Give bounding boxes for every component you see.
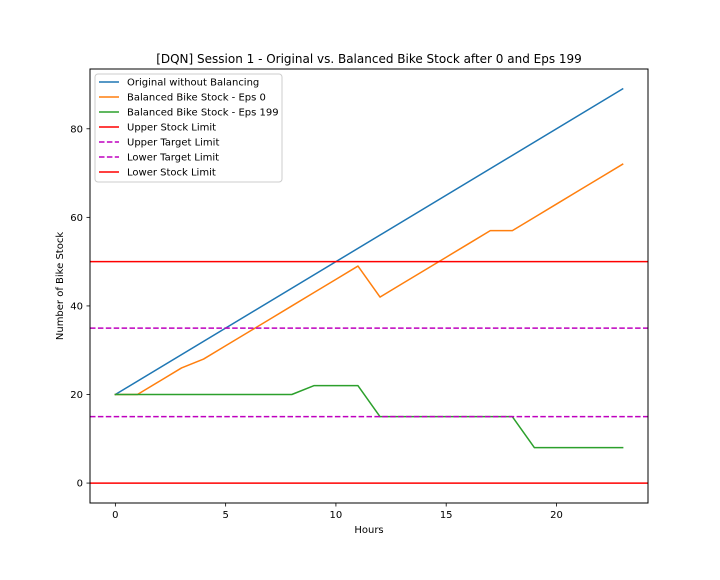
y-tick-label: 60 [70, 213, 83, 224]
y-tick-label: 0 [77, 479, 83, 490]
legend-label-upper-stock-limit: Upper Stock Limit [127, 123, 216, 134]
x-tick-label: 10 [330, 510, 343, 521]
x-axis-label: Hours [354, 525, 383, 536]
y-tick-label: 80 [70, 124, 83, 135]
legend-label-lower-stock-limit: Lower Stock Limit [127, 168, 216, 179]
series-line-balanced-bike-stock-eps-199 [114, 384, 624, 449]
y-tick-label: 20 [70, 390, 83, 401]
x-tick-label: 0 [112, 510, 118, 521]
ticks-layer: 0 5 10 15 20 0 20 40 60 80 [70, 124, 563, 521]
legend-frame [94, 73, 283, 183]
legend-label-upper-target-limit: Upper Target Limit [127, 138, 219, 149]
lines-layer [90, 87, 648, 484]
legend: Original without Balancing Balanced Bike … [94, 73, 283, 183]
legend-label-original-without-balancing: Original without Balancing [127, 78, 259, 89]
legend-label-balanced-bike-stock-eps-0: Balanced Bike Stock - Eps 0 [127, 93, 266, 104]
series-line-balanced-bike-stock-eps-0 [114, 163, 624, 396]
x-tick-label: 20 [550, 510, 563, 521]
x-tick-label: 15 [440, 510, 453, 521]
y-tick-label: 40 [70, 301, 83, 312]
x-tick-label: 5 [222, 510, 228, 521]
y-axis-label: Number of Bike Stock [55, 232, 66, 340]
legend-label-balanced-bike-stock-eps-199: Balanced Bike Stock - Eps 199 [127, 108, 279, 119]
chart-title: [DQN] Session 1 - Original vs. Balanced … [156, 52, 582, 66]
legend-label-lower-target-limit: Lower Target Limit [127, 153, 219, 164]
plot-area-frame [89, 68, 649, 504]
series-line-original-without-balancing [114, 87, 624, 396]
